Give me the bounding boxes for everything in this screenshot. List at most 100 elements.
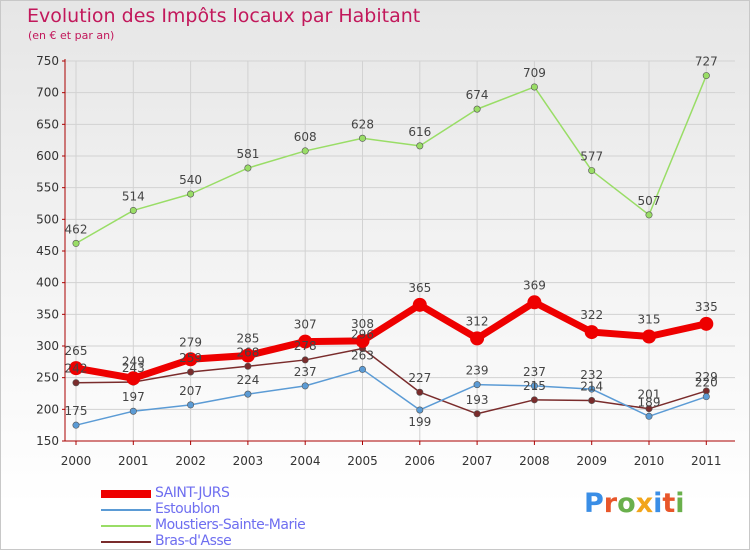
data-label: 315 [638,313,661,327]
data-label: 268 [236,345,259,359]
data-label: 540 [179,173,202,187]
data-point [473,381,481,389]
data-point [416,388,424,396]
data-point [301,356,309,364]
data-point [72,421,80,429]
data-label: 193 [466,393,489,407]
data-label: 462 [65,222,88,236]
data-point [183,352,198,367]
y-tick-label: 700 [36,86,59,100]
data-label: 249 [122,354,145,368]
data-label: 215 [523,379,546,393]
data-label: 308 [351,317,374,331]
data-label: 365 [408,281,431,295]
data-point [244,362,252,370]
data-point [699,316,714,331]
data-point [244,390,252,398]
data-point [412,297,427,312]
data-point [473,410,481,418]
data-label: 214 [580,379,603,393]
data-point [588,167,596,175]
data-label: 727 [695,55,718,69]
x-tick-label: 2005 [347,454,378,468]
legend-swatch [101,541,151,543]
data-label: 207 [179,384,202,398]
data-label: 322 [580,308,603,322]
y-tick-label: 550 [36,181,59,195]
data-label: 197 [122,390,145,404]
series-line-0 [75,298,708,382]
y-tick-label: 600 [36,149,59,163]
y-tick-label: 450 [36,244,59,258]
data-point [72,239,80,247]
data-point [584,325,599,340]
logo-letter: r [603,488,618,519]
data-label: 616 [408,125,431,139]
data-point [588,385,596,393]
legend-swatch [101,509,151,511]
y-tick-label: 350 [36,307,59,321]
data-point [645,412,653,420]
data-label: 608 [294,130,317,144]
data-label: 369 [523,278,546,292]
data-label: 201 [638,388,661,402]
series-line-1 [75,368,707,426]
data-point [129,206,137,214]
logo-letter: i [653,488,663,519]
data-label: 227 [408,371,431,385]
legend-label: Bras-d'Asse [155,533,232,549]
y-tick-label: 300 [36,339,59,353]
data-label: 199 [408,415,431,429]
data-point [187,401,195,409]
data-label: 243 [122,361,145,375]
data-label: 224 [236,373,259,387]
data-point [702,393,710,401]
data-label: 263 [351,348,374,362]
x-tick-label: 2007 [462,454,493,468]
data-label: 242 [65,362,88,376]
data-label: 628 [351,117,374,131]
data-point [358,365,366,373]
data-point [301,382,309,390]
data-point [470,331,485,346]
x-tick-label: 2010 [634,454,665,468]
data-point [298,334,313,349]
x-tick-label: 2004 [290,454,321,468]
data-label: 239 [466,364,489,378]
data-label: 577 [580,150,603,164]
x-tick-label: 2001 [118,454,149,468]
data-point [588,396,596,404]
data-point [473,105,481,113]
y-tick-label: 650 [36,117,59,131]
logo-letter: o [617,488,636,519]
legend-swatch [101,490,151,498]
series-line-3 [75,347,707,415]
x-tick-label: 2002 [175,454,206,468]
y-tick-label: 150 [36,434,59,448]
y-tick-label: 500 [36,212,59,226]
legend-swatch [101,525,151,527]
data-label: 259 [179,351,202,365]
x-tick-label: 2006 [405,454,436,468]
logo-letter: t [662,488,676,519]
series-line-2 [75,75,707,245]
data-label: 232 [580,368,603,382]
data-label: 514 [122,189,145,203]
data-label: 220 [695,376,718,390]
x-tick-label: 2003 [233,454,264,468]
y-tick-label: 200 [36,402,59,416]
data-point [530,83,538,91]
x-tick-label: 2009 [576,454,607,468]
data-point [645,405,653,413]
data-label: 237 [523,365,546,379]
x-tick-label: 2008 [519,454,550,468]
data-point [642,329,656,344]
data-label: 581 [236,147,259,161]
data-label: 674 [466,88,489,102]
x-tick-label: 2000 [61,454,92,468]
data-point [301,147,309,155]
data-label: 285 [236,332,259,346]
x-tick-label: 2011 [691,454,722,468]
data-point [244,164,252,172]
